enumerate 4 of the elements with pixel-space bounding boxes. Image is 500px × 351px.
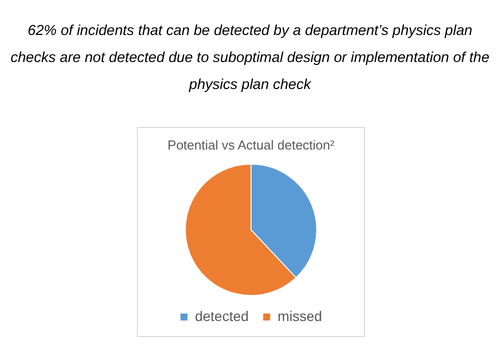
chart-title: 62% of incidents that can be detected by a department’s physics plan checks are not detected due to suboptimal design or implementation of the physics plan check — [10, 22, 490, 95]
legend-label: missed — [278, 308, 322, 324]
chart-subtitle: Potential vs Actual detection² — [168, 137, 336, 152]
legend-label: detected — [194, 308, 249, 324]
